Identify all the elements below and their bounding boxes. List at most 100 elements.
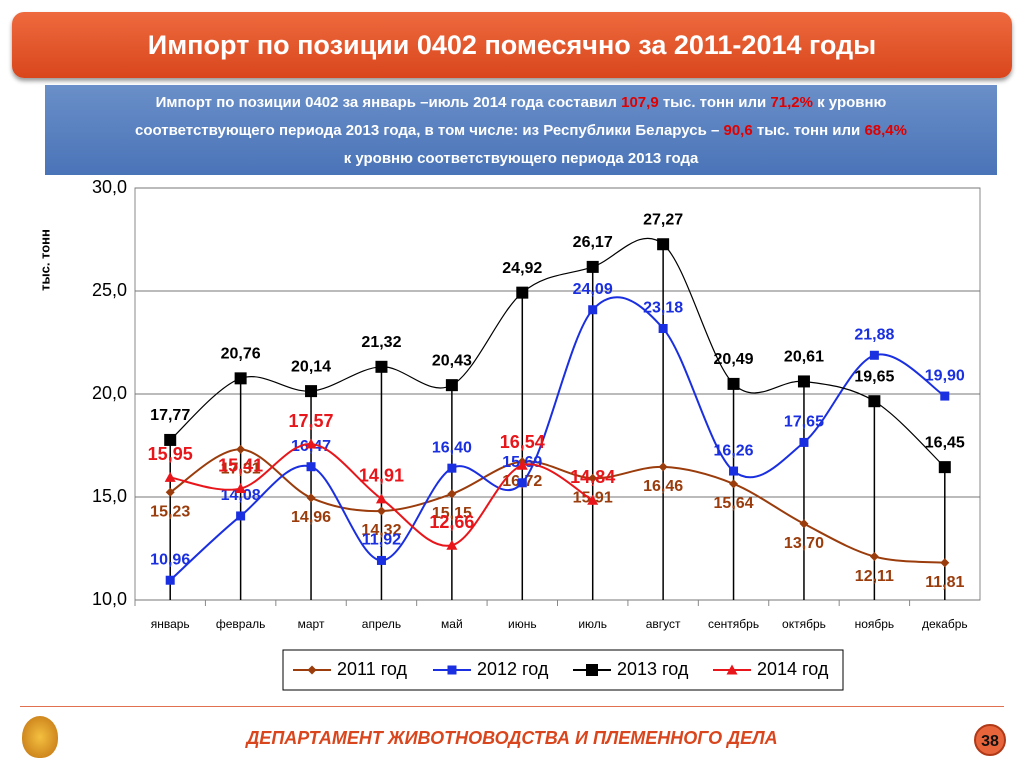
marker xyxy=(376,555,386,565)
y-tick-label: 15,0 xyxy=(92,486,127,506)
data-label: 10,96 xyxy=(150,551,190,568)
data-label: 14,32 xyxy=(361,522,401,539)
x-tick-label: май xyxy=(441,617,463,631)
note: Импорт по позиции 0402 за январь –июль 2… xyxy=(45,85,997,175)
data-label: 15,23 xyxy=(150,503,190,520)
note-text: к уровню соответствующего периода 2013 г… xyxy=(343,150,699,167)
data-label: 20,61 xyxy=(784,349,824,366)
legend-label: 2013 год xyxy=(617,659,689,679)
data-label: 16,40 xyxy=(432,439,472,456)
marker xyxy=(446,539,458,550)
marker xyxy=(729,479,739,489)
note-text: к уровню xyxy=(812,94,887,111)
note-line: Импорт по позиции 0402 за январь –июль 2… xyxy=(45,89,997,117)
marker xyxy=(797,375,810,388)
marker xyxy=(729,466,739,476)
data-label: 24,09 xyxy=(573,281,613,298)
marker xyxy=(516,286,529,299)
marker xyxy=(307,665,317,675)
legend-label: 2011 год xyxy=(337,659,407,679)
marker xyxy=(726,664,738,675)
data-label: 15,15 xyxy=(432,505,472,522)
marker xyxy=(306,493,316,503)
x-tick-label: август xyxy=(646,617,681,631)
marker xyxy=(868,395,881,408)
marker xyxy=(658,462,668,472)
data-label: 12,11 xyxy=(855,568,894,585)
data-label: 14,91 xyxy=(359,466,404,486)
x-tick-label: июнь xyxy=(508,617,537,631)
x-tick-label: октябрь xyxy=(782,617,826,631)
marker xyxy=(588,473,598,483)
marker xyxy=(236,444,246,454)
x-tick-label: ноябрь xyxy=(855,617,895,631)
y-tick-label: 20,0 xyxy=(92,383,127,403)
data-label: 13,70 xyxy=(784,535,824,552)
data-label: 12,66 xyxy=(429,512,474,532)
marker xyxy=(376,506,386,516)
data-label: 19,90 xyxy=(925,367,965,384)
marker xyxy=(164,471,176,482)
legend-label: 2012 год xyxy=(477,659,549,679)
y-tick-label: 30,0 xyxy=(92,177,127,197)
x-tick-label: июль xyxy=(578,617,607,631)
marker xyxy=(236,511,246,521)
marker xyxy=(586,260,599,273)
data-label: 17,31 xyxy=(221,461,261,478)
data-label: 20,49 xyxy=(714,351,754,368)
marker xyxy=(445,379,458,392)
marker xyxy=(869,350,879,360)
x-tick-label: январь xyxy=(151,617,190,631)
marker xyxy=(940,558,950,568)
department: ДЕПАРТАМЕНТ ЖИВОТНОВОДСТВА И ПЛЕМЕННОГО … xyxy=(246,728,778,748)
marker xyxy=(517,478,527,488)
data-label: 14,08 xyxy=(221,487,261,504)
marker xyxy=(164,433,177,446)
legend-label: 2014 год xyxy=(757,659,829,679)
marker xyxy=(516,459,528,470)
y-axis-label: тыс. тонн xyxy=(37,229,52,291)
data-label: 23,18 xyxy=(643,300,683,317)
note-text: соответствующего периода 2013 года, в то… xyxy=(134,122,724,139)
marker xyxy=(587,494,599,505)
note-text: 90,6 xyxy=(723,122,753,139)
marker xyxy=(234,372,247,385)
data-label: 20,14 xyxy=(291,358,331,375)
marker xyxy=(657,238,670,251)
note-text: 71,2% xyxy=(770,94,813,111)
data-label: 21,88 xyxy=(854,326,894,343)
slide-title: Импорт по позиции 0402 помесячно за 2011… xyxy=(12,12,1012,78)
note-line: соответствующего периода 2013 года, в то… xyxy=(45,117,997,145)
data-label: 14,96 xyxy=(291,509,331,526)
data-label: 11,81 xyxy=(925,574,964,591)
data-label: 17,65 xyxy=(784,414,824,431)
marker xyxy=(165,487,175,497)
data-label: 21,32 xyxy=(361,334,401,351)
y-tick-label: 10,0 xyxy=(92,589,127,609)
marker xyxy=(305,385,318,398)
logo xyxy=(22,716,58,758)
data-label: 15,95 xyxy=(148,444,193,464)
y-tick-label: 25,0 xyxy=(92,280,127,300)
marker xyxy=(375,360,388,373)
note-text: 68,4% xyxy=(864,122,907,139)
x-tick-label: март xyxy=(298,617,325,631)
marker xyxy=(869,552,879,562)
marker xyxy=(375,493,387,504)
data-label: 16,46 xyxy=(643,478,683,495)
marker xyxy=(938,461,951,474)
marker xyxy=(588,305,598,315)
marker xyxy=(306,462,316,472)
note-text: 107,9 xyxy=(621,94,659,111)
marker xyxy=(235,483,247,494)
data-label: 19,65 xyxy=(854,368,894,385)
data-label: 15,64 xyxy=(714,495,754,512)
data-label: 27,27 xyxy=(643,211,683,228)
note-text: тыс. тонн или xyxy=(658,94,771,111)
note-line: к уровню соответствующего периода 2013 г… xyxy=(45,145,997,173)
marker xyxy=(165,575,175,585)
marker xyxy=(447,489,457,499)
data-label: 16,54 xyxy=(500,432,545,452)
